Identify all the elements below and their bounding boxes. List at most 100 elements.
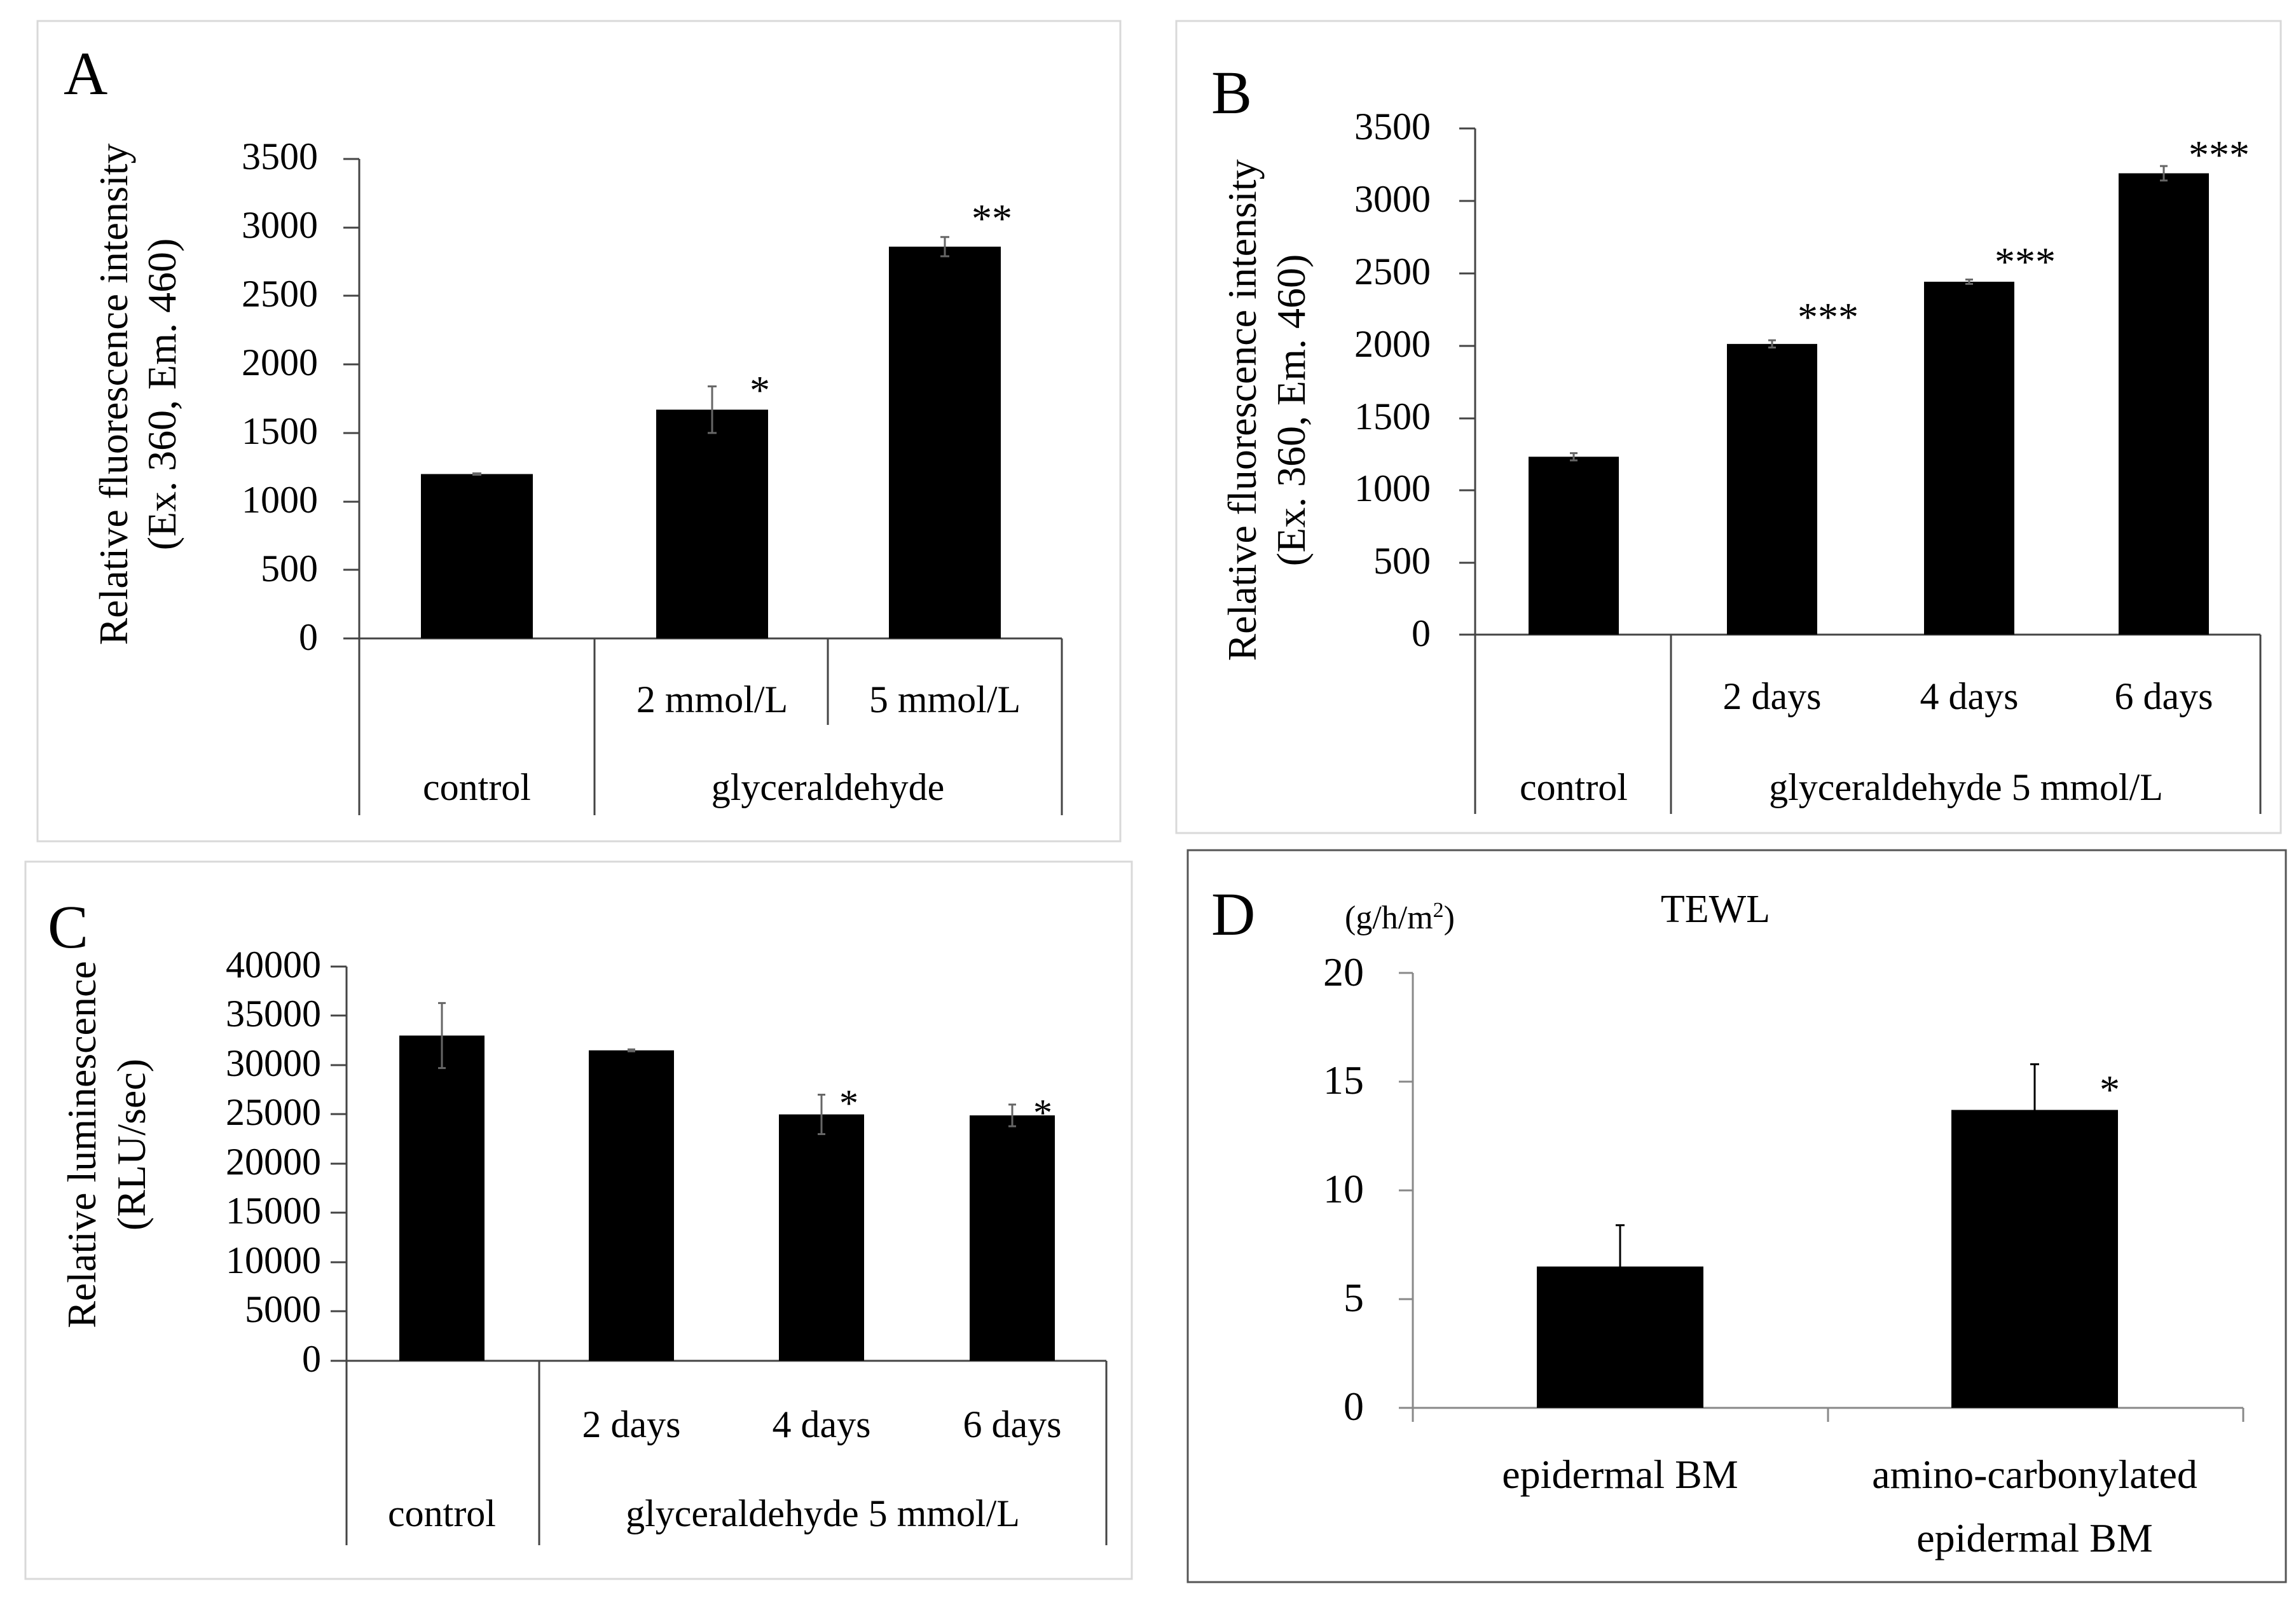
panel-b-significance: *** — [2189, 132, 2250, 177]
panel-a: A Relative fluorescence intensity (Ex. 3… — [36, 20, 1122, 843]
panel-a-error-bar — [940, 236, 949, 258]
panel-a-y-axis-title: Relative fluorescence intensity — [91, 143, 136, 645]
panel-d-tick-marks — [1399, 972, 2244, 1422]
panel-d-category-label: epidermal BM — [1502, 1452, 1738, 1497]
panel-a-tick-label: 3000 — [242, 204, 318, 246]
panel-b-category-label: 2 days — [1723, 675, 1822, 717]
panel-d-category-label: epidermal BM — [1916, 1515, 2152, 1560]
panel-d-y-ticks: 20 15 10 5 0 — [1323, 949, 1364, 1429]
panel-c-bar-control — [399, 1035, 485, 1361]
panel-a-tick-marks — [343, 158, 359, 571]
panel-c-bars — [399, 1035, 1055, 1361]
panel-b-category-label: 6 days — [2115, 675, 2213, 717]
panel-d-tick-label: 15 — [1323, 1057, 1364, 1103]
panel-c-error-bar — [818, 1094, 825, 1135]
panel-a-category-label: 2 mmol/L — [636, 678, 788, 720]
panel-d-frame — [1186, 849, 2287, 1583]
panel-b-y-ticks: 3500 3000 2500 2000 1500 1000 500 0 — [1354, 106, 1431, 654]
panel-a-significance: ** — [972, 196, 1012, 241]
panel-b-bar-6-days — [2119, 173, 2209, 635]
panel-d-tick-label: 10 — [1323, 1166, 1364, 1211]
panel-b-tick-label: 3500 — [1354, 106, 1431, 148]
panel-d-unit: (g/h/m2) — [1345, 899, 1455, 936]
panel-a-bar-2-mmol — [656, 410, 768, 638]
panel-a-error-bars — [472, 236, 949, 476]
panel-d: D (g/h/m2) TEWL 20 15 10 5 0 * epidermal — [1186, 849, 2287, 1583]
panel-c-tick-label: 15000 — [226, 1190, 321, 1232]
panel-a-error-bar — [472, 472, 481, 476]
panel-a-bar-control — [421, 474, 533, 638]
panel-b-category-label: 4 days — [1920, 675, 2019, 717]
panel-c-category-label: control — [388, 1492, 496, 1534]
panel-a-tick-label: 2000 — [242, 341, 318, 383]
panel-a-tick-label: 2500 — [242, 273, 318, 315]
panel-a-tick-label: 1500 — [242, 410, 318, 452]
panel-a-letter: A — [64, 39, 107, 107]
panel-b-letter: B — [1211, 59, 1252, 127]
panel-b-tick-marks — [1459, 127, 1475, 564]
panel-a-category-label: control — [423, 766, 531, 808]
panel-c-error-bars — [438, 1002, 1016, 1135]
panel-b-error-bar — [1965, 279, 1973, 285]
panel-c-category-label: 2 days — [582, 1403, 681, 1445]
panel-a-error-bar — [708, 385, 717, 434]
panel-b-bar-2-days — [1727, 343, 1817, 635]
panel-b-error-bar — [2160, 165, 2168, 182]
panel-d-tick-label: 0 — [1344, 1384, 1364, 1429]
panel-d-title: TEWL — [1661, 888, 1770, 931]
panel-a-bar-5-mmol — [889, 246, 1001, 639]
panel-c-y-ticks: 40000 35000 30000 25000 20000 15000 1000… — [226, 944, 321, 1380]
panel-c-error-bar — [438, 1002, 446, 1070]
panel-b-category-label: control — [1520, 766, 1628, 808]
panel-d-significance: * — [2100, 1067, 2120, 1112]
panel-b-significance: *** — [1995, 239, 2056, 284]
panel-a-category-label: 5 mmol/L — [869, 678, 1021, 720]
panel-d-tick-label: 20 — [1323, 949, 1364, 995]
panel-a-y-axis-subtitle: (Ex. 360, Em. 460) — [139, 238, 184, 551]
panel-d-unit-close: ) — [1444, 900, 1455, 936]
panel-c-bar-6-days — [970, 1115, 1055, 1361]
panel-d-error-bars — [1616, 1063, 2039, 1309]
panel-c-category-label: 6 days — [963, 1403, 1062, 1445]
panel-d-tick-label: 5 — [1344, 1275, 1364, 1320]
panel-c-error-bar — [628, 1048, 635, 1052]
panel-b-tick-label: 3000 — [1354, 178, 1431, 220]
panel-c-group-label: glyceraldehyde 5 mmol/L — [626, 1492, 1020, 1534]
panel-a-tick-label: 500 — [261, 548, 318, 589]
panel-b-frame — [1175, 20, 2282, 834]
panel-b-bar-control — [1529, 457, 1619, 635]
panel-b-tick-label: 0 — [1412, 612, 1431, 654]
panel-c-tick-label: 5000 — [245, 1288, 321, 1330]
panel-a-frame — [36, 20, 1122, 843]
panel-c-significance: * — [839, 1082, 858, 1124]
panel-b-significance: *** — [1798, 294, 1859, 340]
panel-a-group-label: glyceraldehyde — [711, 766, 944, 808]
panel-d-category-label: amino-carbonylated — [1872, 1452, 2197, 1497]
panel-b-y-axis-title: Relative fluorescence intensity — [1220, 159, 1265, 661]
panel-c-tick-label: 30000 — [226, 1042, 321, 1084]
panel-c-frame — [24, 860, 1133, 1580]
panel-c-category-label: 4 days — [773, 1403, 871, 1445]
panel-a-bars — [421, 246, 1001, 639]
panel-b-group-label: glyceraldehyde 5 mmol/L — [1769, 766, 2163, 808]
panel-c-bar-2-days — [589, 1050, 674, 1361]
panel-b-tick-label: 500 — [1373, 540, 1431, 582]
panel-d-letter: D — [1211, 880, 1255, 948]
panel-d-unit-text: (g/h/m — [1345, 900, 1433, 936]
panel-c-letter: C — [48, 893, 88, 961]
panel-b-tick-label: 2500 — [1354, 251, 1431, 293]
panel-d-error-bar — [1616, 1224, 1625, 1309]
panel-a-tick-label: 0 — [299, 616, 318, 658]
panel-b-bar-4-days — [1924, 282, 2014, 635]
panel-b: B Relative fluorescence intensity (Ex. 3… — [1175, 20, 2282, 834]
panel-d-error-bar — [2030, 1063, 2039, 1157]
panel-c-significance: * — [1033, 1092, 1052, 1134]
panel-b-y-axis-subtitle: (Ex. 360, Em. 460) — [1268, 254, 1314, 567]
panel-c: C Relative luminescence (RLU/sec) 40000 … — [24, 860, 1133, 1580]
panel-c-tick-label: 0 — [302, 1338, 321, 1380]
panel-b-tick-label: 1000 — [1354, 467, 1431, 509]
panel-c-error-bar — [1008, 1103, 1016, 1127]
panel-b-bars — [1529, 173, 2209, 635]
panel-c-tick-label: 10000 — [226, 1239, 321, 1281]
panel-b-error-bar — [1570, 452, 1578, 462]
